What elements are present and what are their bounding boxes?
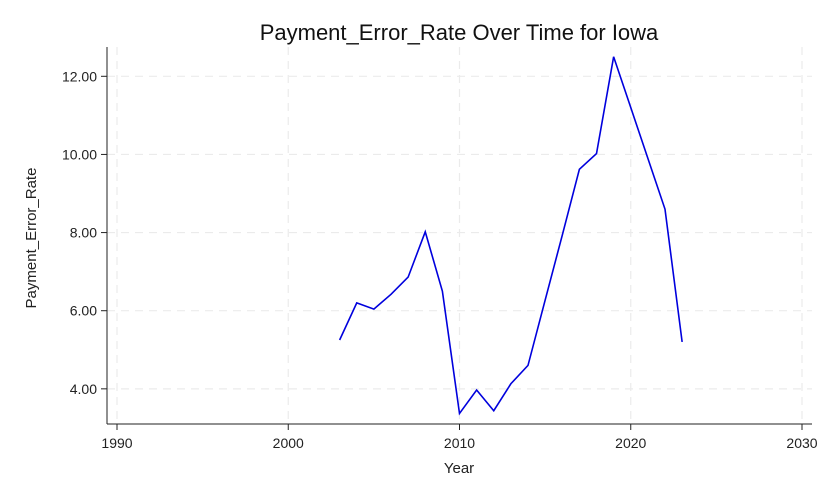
tick-labels: 1990 2000 2010 2020 2030 4.00 6.00 8.00 10.00 12.… [62, 68, 818, 451]
grid-lines [107, 47, 812, 424]
x-tick-label: 2000 [273, 435, 304, 451]
x-tick-label: 1990 [101, 435, 132, 451]
x-tick-label: 2010 [444, 435, 475, 451]
y-tick-label: 10.00 [62, 146, 97, 162]
series-line [338, 56, 683, 416]
x-tick-label: 2020 [615, 435, 646, 451]
y-tick-label: 12.00 [62, 68, 97, 84]
x-tick-label: 2030 [786, 435, 817, 451]
y-tick-label: 6.00 [70, 303, 97, 319]
series-lines [338, 56, 683, 416]
axes [101, 47, 812, 430]
x-axis-title: Year [444, 460, 474, 477]
y-tick-label: 8.00 [70, 225, 97, 241]
chart-title: Payment_Error_Rate Over Time for Iowa [260, 20, 659, 45]
y-tick-label: 4.00 [70, 381, 97, 397]
y-axis-title: Payment_Error_Rate [23, 168, 40, 309]
